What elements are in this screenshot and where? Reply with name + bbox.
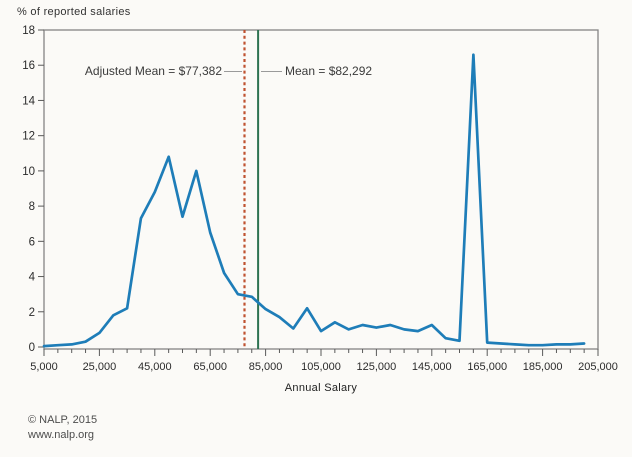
x-tick-label: 185,000	[523, 361, 563, 373]
mean-leader-line	[261, 71, 282, 72]
footer: © NALP, 2015 www.nalp.org	[28, 413, 97, 443]
y-tick-label: 2	[29, 307, 35, 319]
adjusted-mean-leader-line	[224, 71, 242, 72]
salary-distribution-series	[42, 53, 586, 348]
x-tick-label: 85,000	[249, 361, 283, 373]
y-tick-label: 0	[29, 342, 35, 354]
x-tick-label: 5,000	[30, 361, 58, 373]
x-tick-label: 25,000	[83, 361, 117, 373]
y-tick-label: 10	[22, 166, 35, 178]
y-tick-label: 4	[29, 272, 36, 284]
x-tick-label: 145,000	[412, 361, 452, 373]
footer-url: www.nalp.org	[28, 429, 95, 441]
mean-annotation: Mean = $82,292	[285, 64, 373, 78]
footer-copyright: © NALP, 2015	[28, 414, 98, 426]
x-axis-title: Annual Salary	[284, 382, 358, 394]
x-tick-label: 125,000	[357, 361, 397, 373]
y-axis-title: % of reported salaries	[17, 6, 131, 18]
y-tick-label: 14	[22, 95, 35, 107]
y-tick-label: 12	[22, 131, 35, 143]
x-tick-label: 45,000	[138, 361, 172, 373]
y-tick-label: 18	[22, 25, 35, 37]
x-tick-label: 205,000	[578, 361, 618, 373]
y-tick-label: 6	[29, 236, 35, 248]
y-tick-label: 8	[29, 201, 35, 213]
adjusted-mean-annotation: Adjusted Mean = $77,382	[84, 64, 222, 78]
x-tick-label: 105,000	[301, 361, 341, 373]
y-tick-label: 16	[22, 60, 35, 72]
x-tick-label: 65,000	[193, 361, 227, 373]
x-tick-label: 165,000	[467, 361, 507, 373]
